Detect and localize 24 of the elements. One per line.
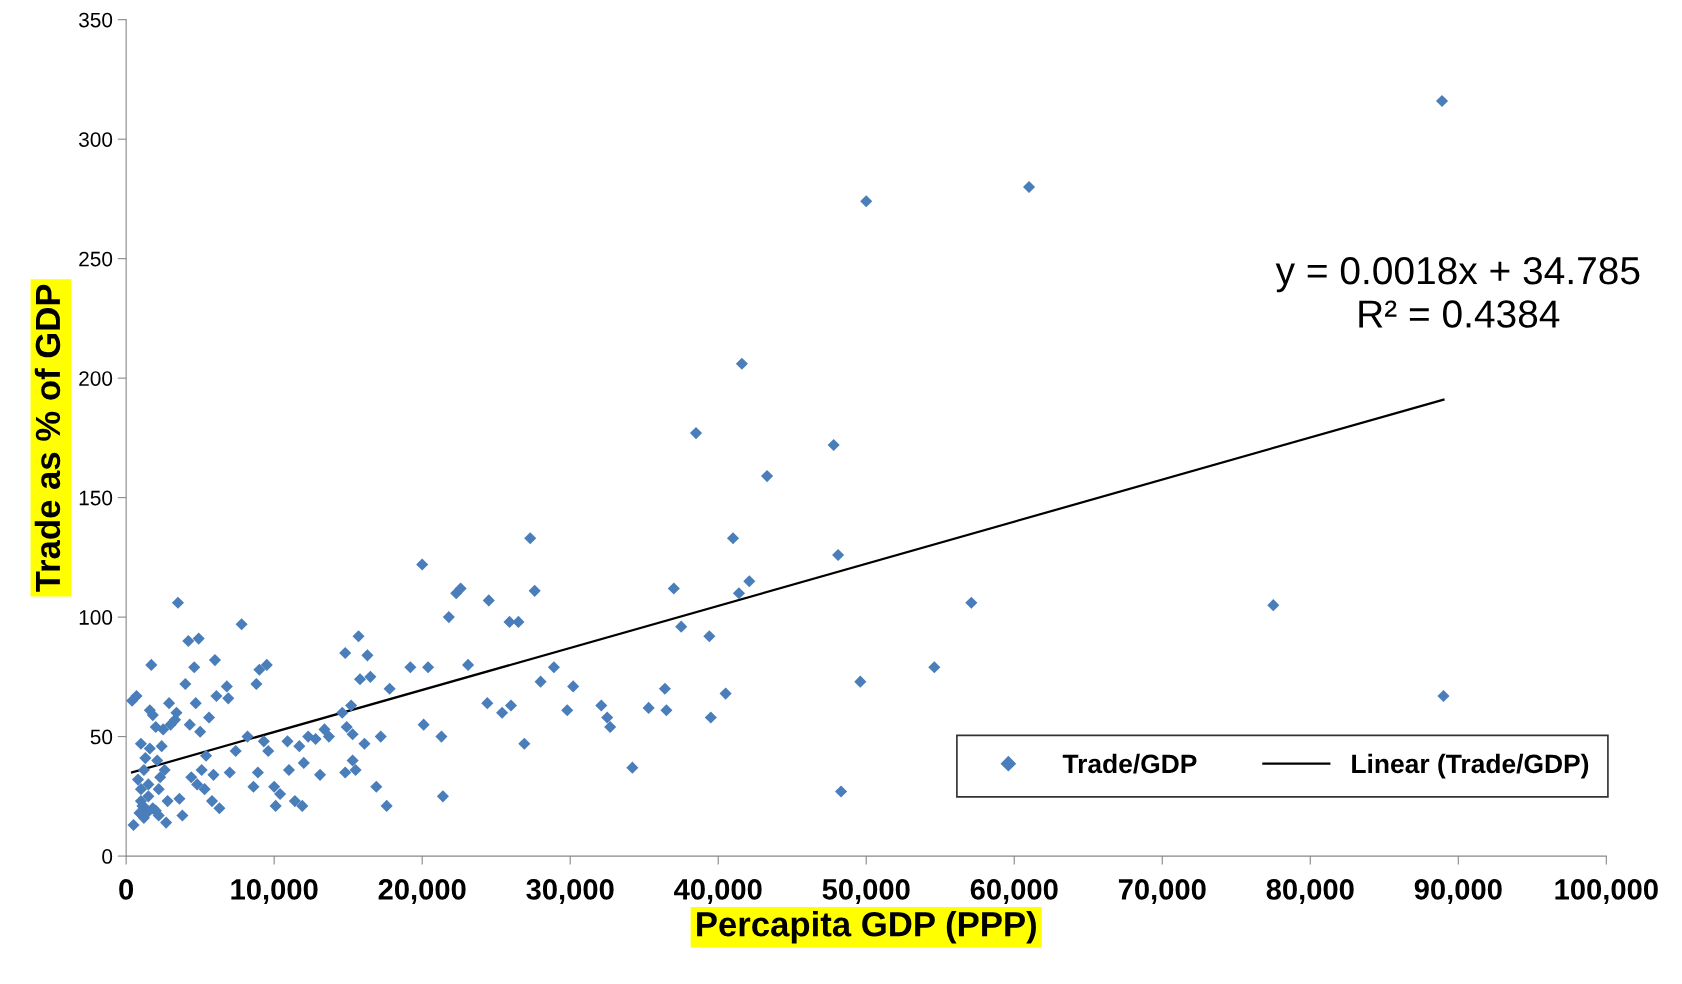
x-tick-label: 10,000	[231, 879, 318, 904]
x-tick-label: 70,000	[1118, 879, 1206, 904]
x-tick-label: 50,000	[822, 879, 910, 904]
x-tick-label: 60,000	[970, 879, 1058, 904]
x-tick-label: 30,000	[526, 879, 614, 904]
x-tick-label: 20,000	[378, 879, 466, 904]
x-tick-label: 100,000	[1555, 879, 1658, 904]
y-axis-title: Trade as % of GDP	[34, 284, 61, 592]
y-tick-label: 150	[79, 490, 113, 506]
y-tick-label: 250	[79, 251, 113, 267]
x-tick-label: 80,000	[1266, 879, 1354, 904]
y-tick-label: 300	[78, 132, 113, 147]
x-tick-label: 90,000	[1414, 879, 1502, 904]
x-tick-label: 0	[119, 879, 134, 900]
legend-label: Linear (Trade/GDP)	[1352, 753, 1589, 779]
legend-label: Trade/GDP	[1062, 753, 1197, 774]
y-tick-label: 0	[102, 849, 113, 864]
x-tick-label: 40,000	[674, 879, 762, 904]
y-tick-label: 200	[79, 371, 113, 386]
y-tick-label: 100	[79, 610, 113, 625]
y-tick-label: 350	[78, 12, 113, 28]
annotation: y = 0.0018x + 34.785 R² = 0.4384	[1275, 256, 1640, 328]
y-tick-label: 50	[90, 729, 113, 745]
x-axis-title: Percapita GDP (PPP)	[697, 911, 1036, 944]
